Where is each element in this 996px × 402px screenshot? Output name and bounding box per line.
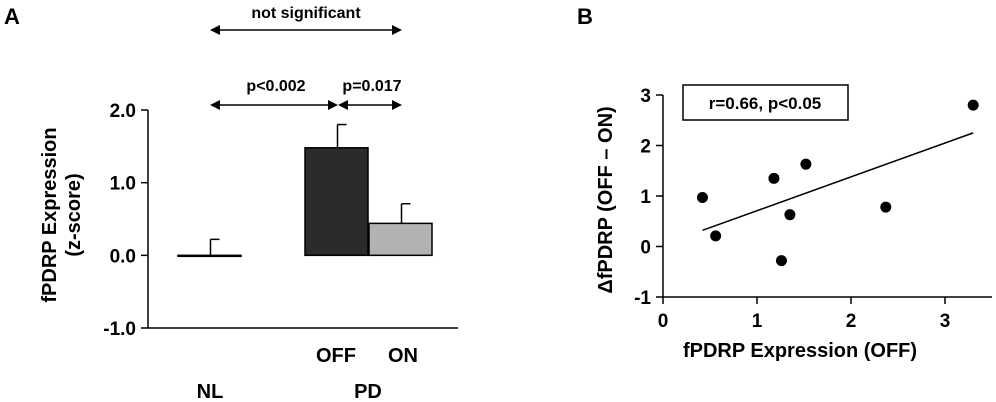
- panel-b-y-axis-title: ΔfPDRP (OFF – ON): [595, 106, 617, 293]
- y-tick-label: 2: [640, 137, 651, 158]
- bar-1: [304, 147, 369, 257]
- x-tick-label: 2: [846, 311, 857, 332]
- panel-a-category-labels: OFF ON NL PD: [197, 345, 418, 402]
- panel-b-axes: [662, 95, 992, 298]
- comparison-label-off-on: p=0.017: [342, 78, 401, 95]
- data-point-6: [880, 201, 892, 213]
- y-tick-label: -1.0: [103, 319, 136, 340]
- panel-b-scatter-plot: B 3 2 1 0 -1 0 1 2 3 r=0.66, p<0.05 fPDRP Expres…: [577, 4, 992, 362]
- y-tick-label: -1: [634, 288, 651, 309]
- y-axis-title-line1: fPDRP Expression: [39, 127, 61, 302]
- stat-annotation-box: [682, 84, 849, 121]
- data-point-1: [710, 230, 722, 242]
- y-tick-label: 1.0: [110, 174, 136, 195]
- data-point-7: [967, 99, 979, 111]
- data-point-4: [784, 209, 796, 221]
- comparison-arrow-nl-off: [210, 100, 338, 110]
- comparison-arrow-nl-on: [210, 25, 402, 35]
- comparison-arrow-nl-off-head-left: [210, 100, 220, 110]
- y-tick-label: 2.0: [110, 101, 136, 122]
- data-point-3: [775, 255, 787, 267]
- comparison-arrow-nl-on-head-right: [392, 25, 402, 35]
- x-tick-label: 3: [940, 311, 951, 332]
- panel-b-letter: B: [577, 4, 593, 29]
- x-tick-label: 1: [752, 311, 763, 332]
- bar-label-on: ON: [388, 345, 418, 367]
- data-point-5: [800, 158, 812, 170]
- panel-b-x-axis-title: fPDRP Expression (OFF): [683, 340, 917, 362]
- comparison-arrow-nl-on-head-left: [210, 25, 220, 35]
- comparison-arrow-nl-off-head-right: [328, 100, 338, 110]
- comparison-arrow-off-on-head-left: [338, 100, 348, 110]
- y-tick-label: 3: [640, 86, 651, 107]
- bar-label-off: OFF: [316, 345, 356, 367]
- panel-b-fit-line: [702, 132, 974, 232]
- panel-a-axes: [147, 110, 458, 329]
- panel-a-bar-chart: A 2.0 1.0 0.0 -1.0 not significant p<0.002 p=…: [4, 4, 458, 402]
- regression-line: [702, 132, 974, 232]
- y-tick-label: 0: [640, 238, 651, 259]
- stat-annotation: r=0.66, p<0.05: [709, 94, 821, 113]
- comparison-label-nl-off: p<0.002: [246, 78, 305, 95]
- comparison-arrow-off-on: [338, 100, 402, 110]
- group-label-nl: NL: [197, 381, 224, 402]
- bar-0: [177, 254, 242, 258]
- y-tick-label: 1: [640, 187, 651, 208]
- group-label-pd: PD: [354, 381, 382, 402]
- comparison-label-nl-on: not significant: [251, 5, 361, 22]
- data-point-0: [696, 192, 708, 204]
- panel-a-y-ticks: 2.0 1.0 0.0 -1.0: [103, 101, 148, 340]
- panel-a-y-axis-title: fPDRP Expression (z-score): [39, 127, 85, 302]
- panel-b-ticks: 3 2 1 0 -1 0 1 2 3: [634, 86, 950, 332]
- panel-b-points: [696, 99, 979, 267]
- data-point-2: [768, 172, 780, 184]
- comparison-arrow-off-on-head-right: [392, 100, 402, 110]
- y-tick-label: 0.0: [110, 246, 136, 267]
- x-tick-label: 0: [658, 311, 669, 332]
- y-axis-title-line2: (z-score): [63, 173, 85, 256]
- panel-a-comparisons: not significant p<0.002 p=0.017: [210, 5, 402, 110]
- panel-a-bars: [177, 123, 433, 258]
- bar-2: [368, 222, 433, 257]
- panel-a-letter: A: [4, 4, 20, 29]
